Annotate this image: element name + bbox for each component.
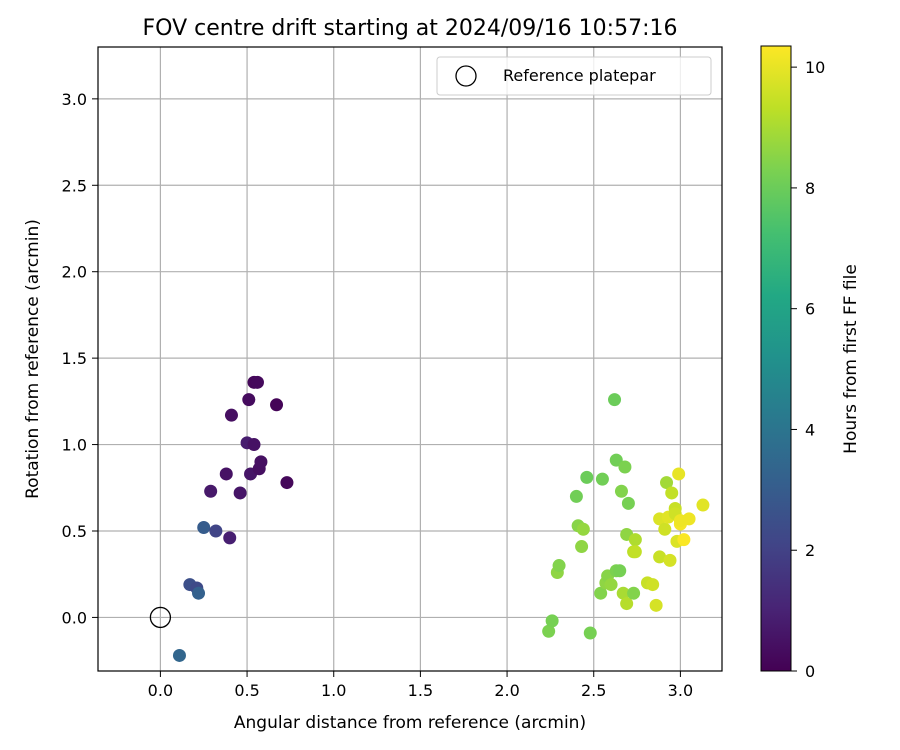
colorbar-label: Hours from first FF file bbox=[841, 264, 861, 454]
data-point bbox=[653, 550, 667, 564]
data-point bbox=[665, 486, 679, 500]
colorbar-gradient bbox=[760, 45, 792, 672]
colorbar: 0 2 4 6 8 10 Hours from first FF file bbox=[760, 45, 861, 681]
data-point bbox=[224, 408, 238, 422]
colorbar-tick-label: 0 bbox=[805, 662, 815, 681]
data-point bbox=[620, 597, 634, 611]
data-point bbox=[270, 398, 284, 412]
data-point bbox=[247, 438, 261, 452]
x-tick-label: 1.5 bbox=[408, 681, 433, 700]
legend-label: Reference platepar bbox=[503, 66, 656, 85]
data-point bbox=[172, 648, 186, 662]
data-point bbox=[254, 455, 268, 469]
data-point bbox=[242, 393, 256, 407]
data-point bbox=[569, 489, 583, 503]
y-tick-label: 2.5 bbox=[62, 176, 87, 195]
colorbar-tick-label: 4 bbox=[805, 420, 815, 439]
x-axis-ticks: 0.0 0.5 1.0 1.5 2.0 2.5 3.0 bbox=[148, 671, 693, 700]
data-point bbox=[595, 472, 609, 486]
data-point bbox=[580, 470, 594, 484]
x-tick-label: 0.5 bbox=[234, 681, 259, 700]
data-point bbox=[594, 586, 608, 600]
x-tick-label: 0.0 bbox=[148, 681, 173, 700]
reference-marker bbox=[149, 606, 172, 629]
y-tick-label: 0.0 bbox=[62, 608, 87, 627]
data-point bbox=[616, 586, 630, 600]
data-point bbox=[576, 522, 590, 536]
data-point bbox=[696, 498, 710, 512]
data-point bbox=[233, 486, 247, 500]
x-tick-label: 2.0 bbox=[494, 681, 519, 700]
grid bbox=[98, 47, 722, 671]
data-point bbox=[646, 578, 660, 592]
data-point bbox=[250, 375, 264, 389]
data-point bbox=[649, 598, 663, 612]
y-tick-label: 2.0 bbox=[62, 263, 87, 282]
data-point bbox=[197, 521, 211, 535]
x-tick-label: 1.0 bbox=[321, 681, 346, 700]
data-point bbox=[575, 540, 589, 554]
y-tick-label: 0.5 bbox=[62, 522, 87, 541]
data-point bbox=[613, 564, 627, 578]
y-axis-ticks: 0.0 0.5 1.0 1.5 2.0 2.5 3.0 bbox=[62, 90, 98, 627]
legend-box bbox=[436, 56, 712, 96]
colorbar-tick-label: 2 bbox=[805, 541, 815, 560]
data-point bbox=[621, 496, 635, 510]
x-tick-label: 3.0 bbox=[668, 681, 693, 700]
data-point bbox=[542, 624, 556, 638]
data-point bbox=[192, 586, 206, 600]
data-point bbox=[583, 626, 597, 640]
data-point bbox=[677, 533, 691, 547]
colorbar-tick-label: 6 bbox=[805, 300, 815, 319]
data-point bbox=[660, 476, 674, 490]
data-point bbox=[604, 578, 618, 592]
plot-frame bbox=[97, 46, 723, 672]
y-tick-label: 3.0 bbox=[62, 90, 87, 109]
y-tick-label: 1.5 bbox=[62, 349, 87, 368]
data-point bbox=[552, 559, 566, 573]
y-axis-label: Rotation from reference (arcmin) bbox=[23, 219, 43, 499]
data-point bbox=[682, 512, 696, 526]
data-point bbox=[204, 484, 218, 498]
data-point bbox=[280, 476, 294, 490]
x-axis-label: Angular distance from reference (arcmin) bbox=[234, 713, 586, 733]
data-point bbox=[663, 553, 677, 567]
colorbar-tick-label: 10 bbox=[805, 58, 825, 77]
data-point bbox=[614, 484, 628, 498]
data-points bbox=[149, 375, 710, 662]
legend: Reference platepar bbox=[436, 56, 712, 96]
y-tick-label: 1.0 bbox=[62, 436, 87, 455]
data-point bbox=[618, 460, 632, 474]
data-point bbox=[628, 545, 642, 559]
data-point bbox=[219, 467, 233, 481]
data-point bbox=[628, 533, 642, 547]
data-point bbox=[608, 393, 622, 407]
data-point bbox=[627, 586, 641, 600]
colorbar-tick-label: 8 bbox=[805, 179, 815, 198]
data-point bbox=[609, 453, 623, 467]
legend-marker-icon bbox=[455, 65, 477, 87]
data-point bbox=[209, 524, 223, 538]
x-tick-label: 2.5 bbox=[581, 681, 606, 700]
colorbar-ticks: 0 2 4 6 8 10 bbox=[791, 58, 825, 681]
data-point bbox=[658, 522, 672, 536]
data-point bbox=[545, 614, 559, 628]
data-point bbox=[672, 467, 686, 481]
chart-title: FOV centre drift starting at 2024/09/16 … bbox=[143, 16, 678, 41]
data-point bbox=[223, 531, 237, 545]
